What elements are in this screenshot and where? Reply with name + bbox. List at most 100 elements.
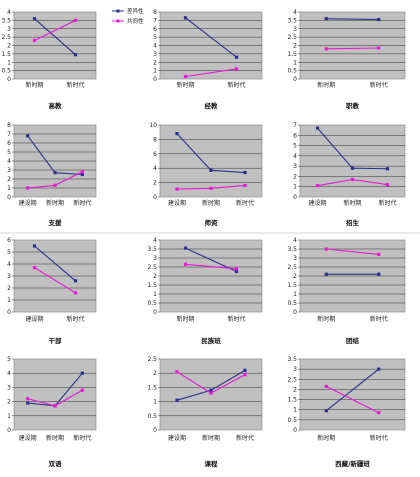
y-tick-label: 1: [7, 185, 11, 192]
y-tick-label: 1: [153, 291, 157, 298]
y-tick-label: 1.5: [287, 282, 297, 289]
data-point: [350, 166, 355, 170]
y-tick-label: 8: [153, 9, 157, 16]
series-line: [326, 18, 379, 21]
y-tick-label: 0: [293, 194, 297, 201]
data-point: [243, 373, 247, 377]
x-tick-label: 新时代: [236, 199, 254, 207]
data-point: [26, 397, 30, 401]
chart-title: 招生: [346, 218, 360, 227]
y-tick-label: 0.5: [147, 413, 157, 420]
y-tick-label: 0: [293, 76, 297, 83]
x-tick-label: 新时期: [25, 81, 43, 89]
y-tick-label: 5: [7, 249, 11, 256]
y-tick-label: 3.5: [1, 17, 11, 24]
x-tick-label: 新时期: [317, 315, 335, 323]
y-tick-label: 1: [293, 59, 297, 66]
y-tick-label: 3: [7, 167, 11, 174]
x-tick-label: 新时期: [202, 434, 220, 442]
data-point: [377, 367, 381, 371]
data-point: [243, 170, 247, 175]
y-tick-label: 3: [153, 51, 157, 58]
y-tick-label: 0: [153, 309, 157, 316]
x-tick-label: 建设期: [168, 434, 186, 442]
x-tick-label: 新时代: [370, 81, 388, 89]
data-point: [324, 384, 328, 388]
y-tick-label: 2: [153, 273, 157, 280]
data-point: [324, 272, 328, 276]
data-point: [80, 371, 84, 375]
data-point: [26, 134, 30, 138]
y-tick-label: 3: [7, 273, 11, 280]
chart-title: 高教: [49, 101, 63, 110]
y-tick-label: 0: [293, 427, 297, 434]
data-point: [26, 186, 30, 190]
x-tick-label: 新时代: [370, 315, 388, 323]
data-point: [350, 177, 355, 182]
x-tick-label: 新时代: [227, 81, 245, 89]
series-line: [34, 267, 76, 294]
x-tick-label: 新时代: [66, 315, 84, 323]
y-tick-label: 1: [7, 413, 11, 420]
y-tick-label: 0: [153, 427, 157, 434]
data-point: [209, 391, 213, 395]
data-point: [80, 170, 84, 174]
y-tick-label: 4: [293, 9, 297, 16]
y-tick-label: 1.5: [1, 51, 11, 58]
y-tick-label: 10: [149, 122, 157, 129]
y-tick-label: 4: [7, 158, 11, 165]
y-tick-label: 2: [7, 399, 11, 406]
data-point: [243, 183, 247, 188]
data-point: [53, 171, 57, 175]
series-line: [326, 385, 379, 414]
y-tick-label: 3: [293, 163, 297, 170]
chart-title: 支援: [48, 218, 63, 227]
y-tick-label: 3: [293, 255, 297, 262]
data-point: [315, 184, 320, 188]
y-tick-label: 2: [293, 173, 297, 180]
data-point: [385, 167, 390, 171]
x-tick-label: 新时期: [176, 81, 194, 89]
y-tick-label: 4: [153, 237, 157, 244]
y-tick-label: 1: [153, 399, 157, 406]
x-tick-label: 建设期: [19, 199, 37, 207]
data-point: [175, 370, 179, 374]
data-point: [209, 388, 213, 392]
series-line: [326, 47, 379, 50]
x-tick-label: 新时代: [378, 199, 396, 207]
data-point: [385, 183, 390, 187]
data-point: [183, 246, 188, 250]
y-tick-label: 4: [293, 237, 297, 244]
y-tick-label: 2.5: [147, 356, 157, 363]
series-line: [34, 245, 76, 282]
y-tick-label: 4: [293, 153, 297, 160]
y-tick-label: 2: [153, 370, 157, 377]
y-tick-label: 0.5: [147, 300, 157, 307]
y-tick-label: 2: [7, 43, 11, 50]
data-point: [80, 172, 84, 177]
y-tick-label: 1: [153, 68, 157, 75]
data-point: [53, 404, 57, 408]
y-tick-label: 2: [293, 386, 297, 393]
data-point: [324, 47, 328, 51]
data-point: [324, 17, 328, 21]
data-point: [32, 266, 37, 270]
x-tick-label: 新时期: [176, 315, 194, 323]
legend-label-common: 共同性: [127, 17, 144, 25]
y-tick-label: 1: [293, 291, 297, 298]
chart-title: 团结: [346, 336, 360, 345]
legend: 差异性 共同性: [112, 7, 144, 25]
series-line: [326, 248, 379, 255]
x-tick-label: 新时代: [66, 81, 84, 89]
y-tick-label: 5: [7, 149, 11, 156]
data-point: [234, 267, 239, 271]
data-point: [183, 74, 188, 79]
y-tick-label: 1: [293, 407, 297, 414]
y-tick-label: 0: [153, 194, 157, 201]
series-line: [325, 368, 380, 412]
